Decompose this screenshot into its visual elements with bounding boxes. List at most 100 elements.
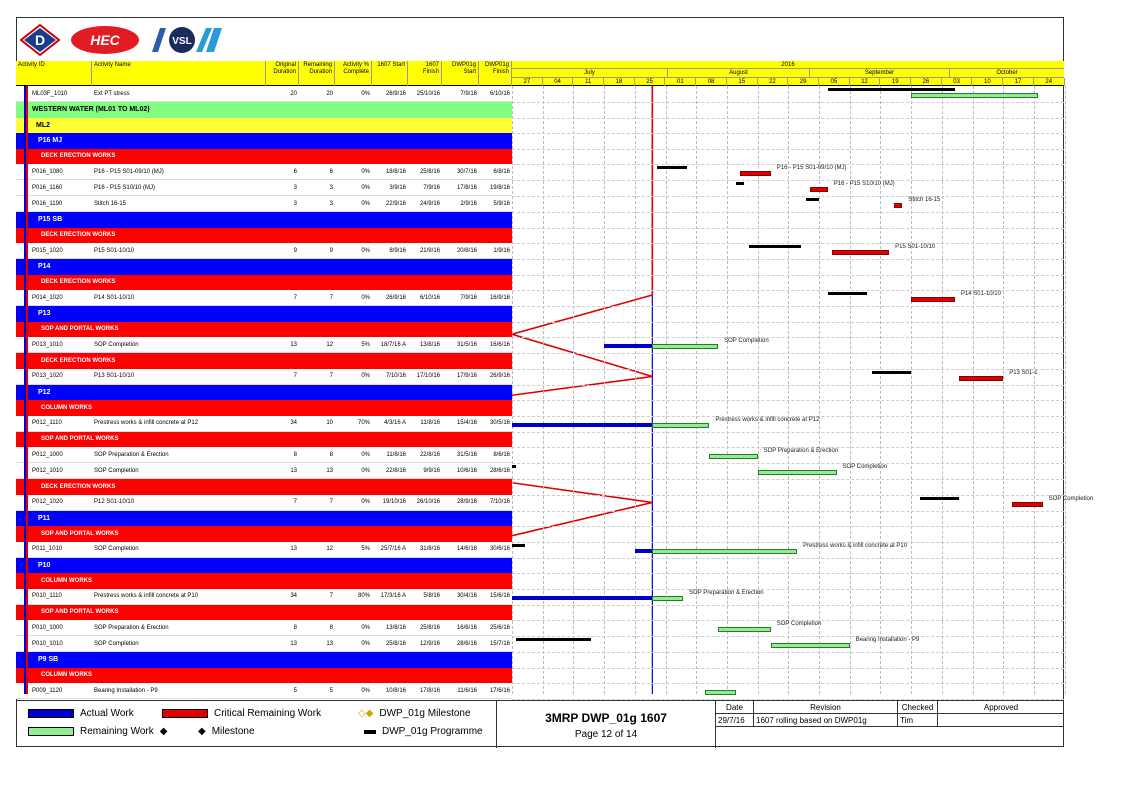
- critical-bar[interactable]: [832, 250, 890, 255]
- row-gridline: [512, 604, 1064, 606]
- activity-row[interactable]: P010_1010 SOP Completion 13 13 0% 25/8/16 12/9…: [16, 636, 512, 652]
- activity-row[interactable]: P016_1190 Stitch 16-15 3 3 0% 22/9/16 24/9/16 2…: [16, 196, 512, 212]
- critical-bar[interactable]: [810, 187, 828, 192]
- activity-row[interactable]: P013_1020 P13 S01-10/10 7 7 0% 7/10/16 17/10/1…: [16, 368, 512, 385]
- timescale-day: 11: [573, 78, 605, 86]
- pier-group-band[interactable]: P12: [16, 384, 512, 400]
- pier-group-band[interactable]: P14: [16, 259, 512, 275]
- remaining-work-bar[interactable]: [652, 422, 710, 428]
- dwp-programme-bar[interactable]: [919, 496, 960, 500]
- activity-row[interactable]: P012_1000 SOP Preparation & Erection 8 8 0% 1…: [16, 447, 512, 463]
- activity-row[interactable]: P013_1010 SOP Completion 13 12 5% 18/7/16 A 13…: [16, 337, 512, 353]
- dwp-programme-bar[interactable]: [827, 292, 868, 295]
- pier-group-band[interactable]: P9 SB: [16, 652, 512, 668]
- activity-row[interactable]: P016_1160 P16 - P15 S10/10 (MJ) 3 3 0% 3/9/16…: [16, 180, 512, 196]
- work-group-band[interactable]: SOP AND PORTAL WORKS: [16, 321, 512, 337]
- dwp-start: 28/9/16: [456, 499, 477, 505]
- col-1607-finish[interactable]: 1607 Finish: [408, 61, 442, 86]
- critical-bar[interactable]: [740, 171, 771, 176]
- activity-row[interactable]: P011_1010 SOP Completion 13 12 5% 25/7/16 A 31…: [16, 541, 512, 558]
- actual-work-bar[interactable]: [512, 595, 653, 600]
- finish-1607: 6/10/16: [419, 294, 440, 301]
- work-group-band[interactable]: COLUMN WORKS: [16, 573, 512, 589]
- work-group-band[interactable]: SOP AND PORTAL WORKS: [16, 431, 512, 447]
- remaining-work-bar[interactable]: [911, 93, 1039, 98]
- dwp-programme-bar[interactable]: [512, 543, 526, 547]
- actual-work-bar[interactable]: [512, 422, 653, 427]
- pier-group-band[interactable]: P15 SB: [16, 212, 512, 228]
- work-group-band[interactable]: DECK ERECTION WORKS: [16, 479, 512, 495]
- work-group-band[interactable]: DECK ERECTION WORKS: [16, 353, 512, 369]
- remaining-work-bar[interactable]: [709, 454, 758, 459]
- dwp-programme-bar[interactable]: [516, 638, 591, 641]
- activity-row[interactable]: P010_1000 SOP Preparation & Erection 8 8 0% 1…: [16, 620, 512, 636]
- col-activity-id[interactable]: Activity ID: [16, 61, 92, 86]
- row-gridline: [512, 117, 1064, 119]
- actual-work-bar[interactable]: [634, 548, 653, 553]
- original-duration: 7: [293, 499, 297, 505]
- col-dwp-start[interactable]: DWP01g Start: [442, 61, 479, 86]
- week-gridline: [1064, 86, 1066, 694]
- percent-complete: 0%: [361, 451, 370, 458]
- bar-label: SOP Preparation & Erection: [689, 589, 764, 596]
- col-percent-complete[interactable]: Activity % Complete: [335, 61, 372, 86]
- critical-bar[interactable]: [911, 297, 955, 302]
- remaining-work-bar[interactable]: [770, 643, 850, 648]
- work-group-band[interactable]: SOP AND PORTAL WORKS: [16, 526, 512, 542]
- pier-group-band[interactable]: P11: [16, 510, 512, 526]
- row-gridline: [512, 667, 1064, 669]
- pier-group-band[interactable]: P10: [16, 557, 512, 573]
- work-group-band[interactable]: DECK ERECTION WORKS: [16, 227, 512, 243]
- col-dwp-finish[interactable]: DWP01g Finish: [479, 61, 512, 86]
- dwp-programme-bar[interactable]: [735, 182, 745, 185]
- legend-critical-label: Critical Remaining Work: [214, 708, 322, 719]
- activity-row[interactable]: P014_1020 P14 S01-10/10 7 7 0% 26/9/16 6/10/16…: [16, 290, 512, 306]
- activity-row[interactable]: P012_1010 SOP Completion 13 13 0% 22/8/16 9/9/…: [16, 463, 512, 479]
- critical-bar[interactable]: [1011, 501, 1043, 507]
- row-gridline: [512, 541, 1064, 543]
- dwp-start: 7/9/16: [460, 90, 477, 97]
- dwp-milestone-icon: ◇◆: [358, 708, 374, 719]
- activity-row[interactable]: P016_1080 P16 - P15 S01-09/10 (MJ) 6 6 0% 18/…: [16, 164, 512, 180]
- remaining-work-bar[interactable]: [757, 470, 837, 475]
- dwp-programme-bar[interactable]: [512, 465, 517, 468]
- col-remaining-duration[interactable]: Remaining Duration: [299, 61, 335, 86]
- dwp-programme-bar[interactable]: [656, 166, 688, 169]
- work-group-band[interactable]: SOP AND PORTAL WORKS: [16, 604, 512, 620]
- pier-group-band[interactable]: P13: [16, 306, 512, 322]
- dwp-programme-bar[interactable]: [871, 370, 912, 374]
- remaining-work-bar[interactable]: [652, 548, 798, 554]
- row-gridline: [512, 683, 1064, 684]
- bar-label: Stitch 16-15: [908, 197, 941, 203]
- timescale-day: 03: [942, 78, 973, 86]
- section-band[interactable]: ML2: [16, 117, 512, 133]
- activity-row[interactable]: P010_1110 Prestress works & infill concre…: [16, 588, 512, 605]
- col-original-duration[interactable]: Original Duration: [266, 61, 299, 86]
- actual-work-bar[interactable]: [604, 344, 653, 348]
- activity-row[interactable]: P015_1020 P15 S01-10/10 9 9 0% 8/9/16 21/9/16 2…: [16, 243, 512, 259]
- work-group-band[interactable]: DECK ERECTION WORKS: [16, 274, 512, 290]
- work-group-band[interactable]: COLUMN WORKS: [16, 400, 512, 416]
- work-group-band[interactable]: DECK ERECTION WORKS: [16, 148, 512, 164]
- dwp-programme-bar[interactable]: [748, 245, 802, 248]
- activity-row[interactable]: ML03F_1010 Ext PT stress 20 20 0% 26/9/16 25/1…: [16, 86, 512, 102]
- col-1607-start[interactable]: 1607 Start: [372, 61, 408, 86]
- work-group-band[interactable]: COLUMN WORKS: [16, 667, 512, 683]
- critical-bar[interactable]: [893, 203, 903, 208]
- start-1607: 8/9/16: [389, 247, 406, 254]
- activity-row[interactable]: P009_1120 Bearing Installation - P9 5 5 0% 10…: [16, 683, 512, 699]
- dwp-programme-bar[interactable]: [805, 198, 819, 201]
- critical-bar[interactable]: [959, 375, 1004, 381]
- activity-id: P012_1020: [32, 499, 63, 505]
- dwp-programme-bar[interactable]: [827, 88, 955, 91]
- remaining-work-bar[interactable]: [652, 595, 684, 601]
- remaining-work-bar[interactable]: [652, 344, 719, 349]
- remaining-work-bar[interactable]: [718, 627, 771, 632]
- activity-id: P013_1020: [32, 373, 63, 379]
- pier-group-band[interactable]: P16 MJ: [16, 133, 512, 149]
- activity-row[interactable]: P012_1020 P12 S01-10/10 7 7 0% 19/10/16 26/10/…: [16, 494, 512, 511]
- activity-row[interactable]: P012_1110 Prestress works & infill concre…: [16, 415, 512, 432]
- col-activity-name[interactable]: Activity Name: [92, 61, 266, 86]
- section-band[interactable]: WESTERN WATER (ML01 TO ML02): [16, 102, 512, 118]
- remaining-work-bar[interactable]: [704, 690, 736, 695]
